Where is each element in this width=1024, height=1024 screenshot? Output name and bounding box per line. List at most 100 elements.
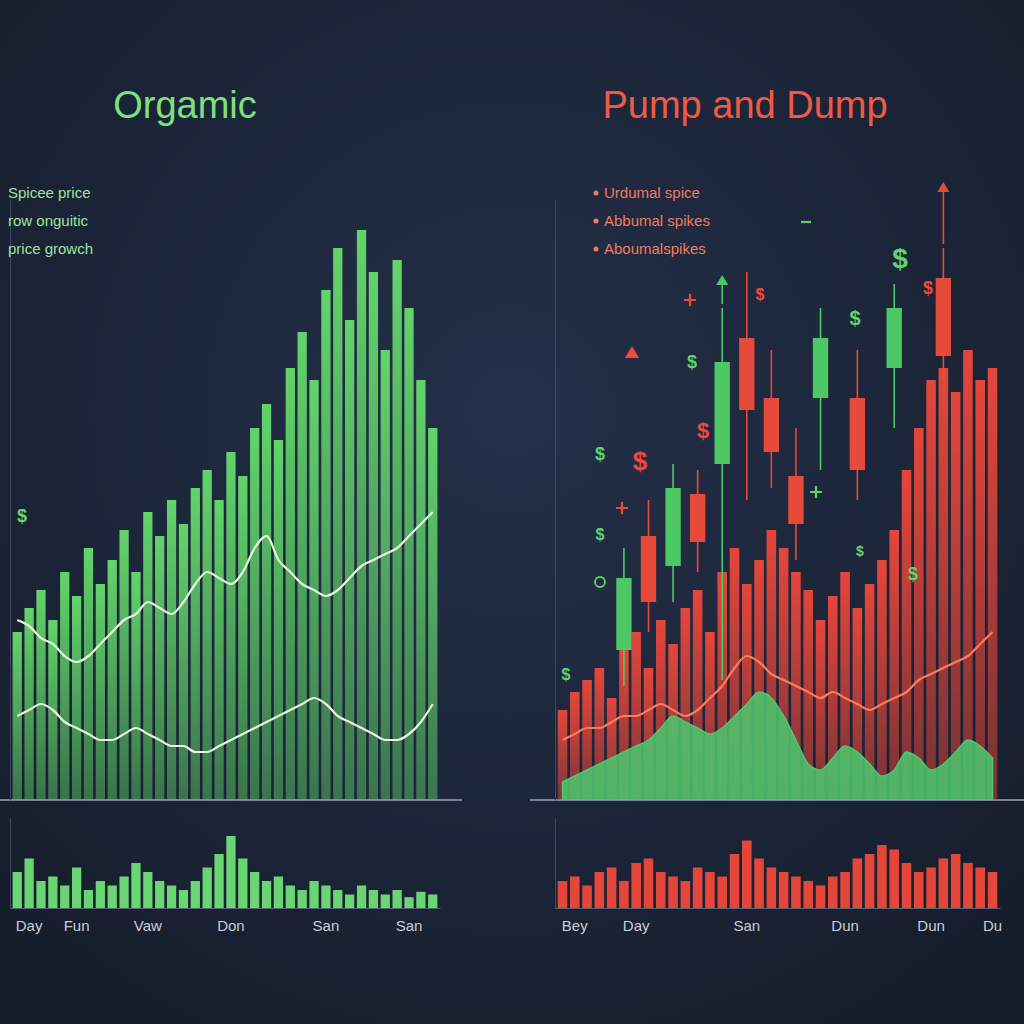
note: Urdumal spice — [604, 184, 700, 201]
x-tick-label: Dun — [917, 917, 945, 934]
volume-bar — [167, 886, 176, 909]
volume-bar — [816, 886, 826, 909]
volume-bar — [203, 868, 212, 909]
volume-bar — [877, 845, 887, 908]
bar — [84, 548, 93, 800]
x-tick: Vaw — [134, 908, 162, 934]
volume-bar — [865, 854, 875, 908]
x-tick: Dun — [831, 908, 859, 934]
note: row onguitic — [8, 212, 89, 229]
bar — [60, 572, 69, 800]
volume-bar — [238, 859, 247, 909]
volume-bar — [681, 881, 691, 908]
bar — [404, 308, 413, 800]
volume-bar — [393, 890, 402, 908]
volume-bar — [404, 897, 413, 908]
bar — [262, 404, 271, 800]
volume-bar — [179, 890, 188, 908]
bar — [902, 470, 912, 800]
volume-bar — [988, 872, 998, 908]
volume-bar — [902, 863, 912, 908]
volume-bar — [321, 886, 330, 909]
y2-axis-line — [555, 819, 556, 909]
bar — [889, 530, 899, 800]
y-axis — [555, 201, 556, 801]
bar — [357, 230, 366, 800]
candle-body — [665, 488, 680, 566]
volume-bar — [428, 895, 437, 909]
volume-bar — [889, 850, 899, 909]
bar — [191, 488, 200, 800]
dollar-symbol: $ — [856, 543, 864, 559]
bar — [428, 428, 437, 800]
candle-body — [887, 308, 902, 368]
dollar-symbol: $ — [17, 506, 27, 526]
bar — [167, 500, 176, 800]
volume-bar — [668, 877, 678, 909]
volume-bar — [853, 859, 863, 909]
volume-bar — [607, 868, 617, 909]
line — [17, 698, 433, 752]
volume-bar — [274, 877, 283, 909]
bar — [975, 380, 985, 800]
x-axis: DayFunVawDonSanSan — [11, 908, 441, 934]
candle-body — [641, 536, 656, 602]
bar — [119, 530, 128, 800]
volume-bar — [13, 872, 22, 908]
arrow — [937, 182, 949, 244]
bar — [963, 350, 973, 800]
x-tick-label: Vaw — [134, 917, 162, 934]
x-tick-label: Bey — [562, 917, 588, 934]
volume-bar — [381, 895, 390, 909]
volume-bar — [656, 872, 666, 908]
bar — [988, 368, 998, 800]
dollar-symbol: $ — [687, 352, 697, 372]
note-bullet — [594, 247, 599, 252]
plus-decor — [810, 486, 822, 498]
bar — [321, 290, 330, 800]
x-axis: BeyDaySanDunDunDu — [556, 908, 1003, 934]
volume-bar — [582, 886, 592, 909]
volume-bar — [250, 872, 259, 908]
candle-body — [616, 578, 631, 650]
volume-bar — [828, 877, 838, 909]
note: Aboumalspikes — [604, 240, 706, 257]
x-tick: Day — [623, 908, 650, 934]
dollar-symbol: $ — [923, 278, 933, 298]
plot-volume — [13, 836, 438, 908]
volume-bar — [791, 877, 801, 909]
volume-bar — [754, 859, 764, 909]
volume-bar — [84, 890, 93, 908]
note: Abbumal spikes — [604, 212, 710, 229]
volume-bar — [60, 886, 69, 909]
volume-bar — [416, 892, 425, 908]
volume-bar — [742, 841, 752, 909]
bar — [131, 572, 140, 800]
volume-bar — [357, 886, 366, 909]
dollar-symbol: $ — [756, 286, 765, 303]
volume-bar — [298, 890, 307, 908]
dollar-symbol: $ — [596, 526, 605, 543]
volume-bar — [345, 895, 354, 909]
panel: DayFunVawDonSanSanOrgamicSpicee pricerow… — [0, 84, 462, 934]
x-tick: Du — [983, 908, 1002, 934]
volume-bar — [155, 881, 164, 908]
volume-bar — [108, 886, 117, 909]
volume-bar — [309, 881, 318, 908]
volume-bar — [369, 890, 378, 908]
y-axis-line — [555, 201, 556, 801]
x-tick: San — [313, 908, 340, 934]
volume-bar — [96, 881, 105, 908]
dollar-symbol: $ — [562, 666, 571, 683]
arrow-head — [716, 275, 728, 285]
bar — [914, 428, 924, 800]
bar — [381, 350, 390, 800]
x-tick-label: Du — [983, 917, 1002, 934]
bar — [143, 512, 152, 800]
bar — [24, 608, 33, 800]
bar — [393, 260, 402, 800]
x-tick-label: Fun — [64, 917, 90, 934]
volume-bar — [693, 868, 703, 909]
volume-bar — [286, 886, 295, 909]
volume-bar — [570, 877, 580, 909]
